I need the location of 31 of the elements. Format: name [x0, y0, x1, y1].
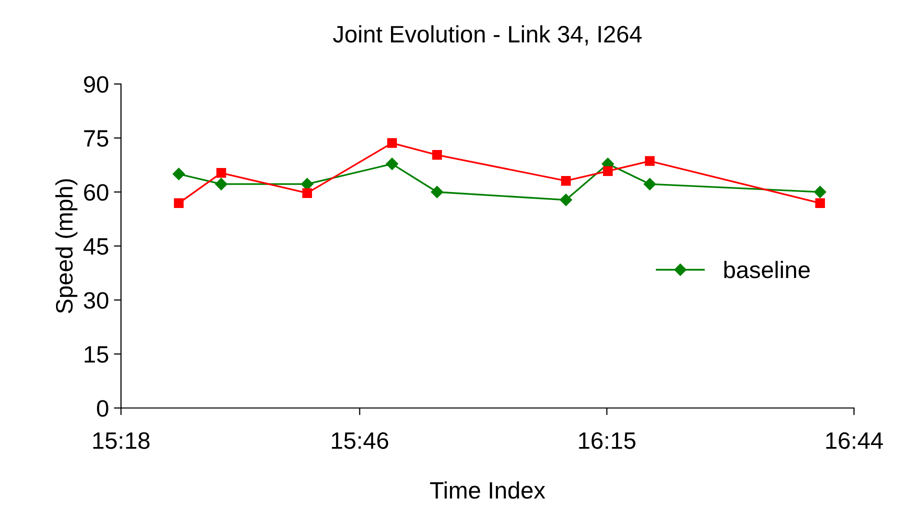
point — [561, 176, 571, 186]
point — [603, 166, 613, 176]
point — [814, 186, 826, 198]
point — [172, 168, 185, 180]
y-tick-label: 90 — [84, 76, 108, 93]
y-tick-label: 15 — [84, 346, 108, 363]
x-tick-label: 16:15 — [579, 432, 636, 449]
point — [216, 168, 226, 178]
point — [560, 194, 572, 206]
point — [302, 188, 312, 198]
point — [815, 198, 825, 208]
point — [432, 150, 442, 160]
y-tick-label: 45 — [83, 238, 108, 255]
point — [644, 178, 656, 190]
x-tick-label: 16:44 — [826, 432, 883, 449]
y-tick-label: 0 — [96, 400, 108, 417]
point — [215, 178, 228, 190]
chart-title: Joint Evolution - Link 34, I264 — [333, 25, 642, 46]
y-tick-label: 75 — [84, 130, 108, 147]
y-tick-label: 30 — [84, 292, 108, 309]
point — [430, 186, 444, 198]
y-axis-title: Speed (mph) — [55, 179, 78, 314]
x-tick-label: 15:46 — [332, 432, 388, 449]
legend-label: baseline — [724, 260, 810, 278]
x-axis-title: Time Index — [430, 481, 546, 499]
point — [387, 138, 397, 148]
point — [174, 198, 184, 208]
x-tick-label: 15:18 — [93, 432, 150, 449]
point — [386, 158, 398, 170]
point — [644, 156, 655, 166]
y-tick-label: 60 — [84, 184, 108, 201]
